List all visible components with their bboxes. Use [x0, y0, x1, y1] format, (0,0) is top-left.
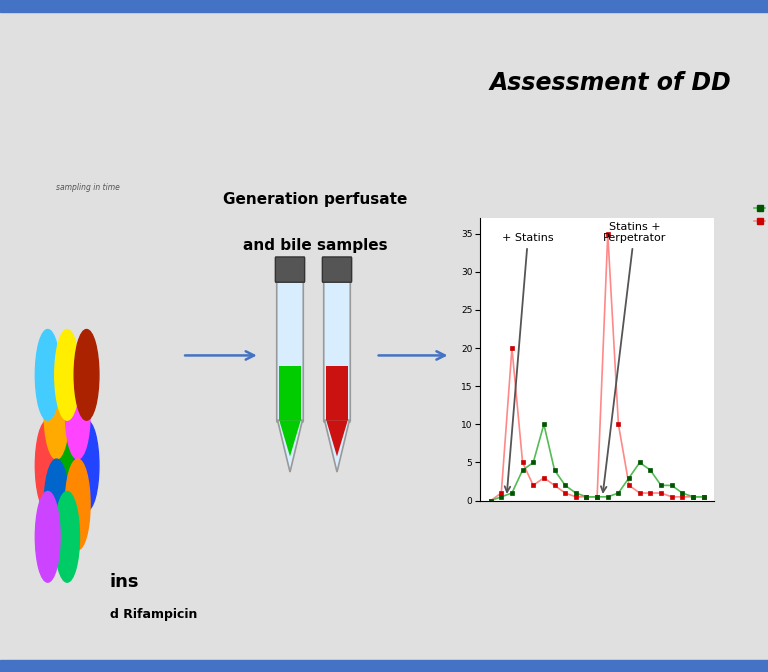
- Polygon shape: [280, 420, 301, 456]
- Circle shape: [55, 491, 80, 582]
- Text: ins: ins: [110, 573, 139, 591]
- Circle shape: [65, 459, 90, 550]
- Circle shape: [45, 368, 69, 459]
- Circle shape: [55, 401, 80, 491]
- Polygon shape: [277, 420, 303, 472]
- FancyBboxPatch shape: [276, 276, 303, 422]
- Legend: Perfusate, Bile: Perfusate, Bile: [750, 200, 768, 230]
- Circle shape: [74, 329, 99, 420]
- Circle shape: [65, 368, 90, 459]
- Text: Generation perfusate: Generation perfusate: [223, 192, 407, 208]
- Circle shape: [55, 329, 80, 420]
- Circle shape: [74, 420, 99, 511]
- Text: Statins +
Perpetrator: Statins + Perpetrator: [601, 222, 666, 492]
- FancyBboxPatch shape: [323, 257, 352, 282]
- Circle shape: [35, 329, 60, 420]
- Circle shape: [35, 491, 60, 582]
- Bar: [0, 0, 768, 12]
- FancyBboxPatch shape: [324, 276, 350, 422]
- Text: + Statins: + Statins: [502, 233, 554, 492]
- Bar: [280, 366, 301, 420]
- FancyBboxPatch shape: [276, 257, 305, 282]
- Circle shape: [35, 420, 60, 511]
- Polygon shape: [325, 420, 349, 472]
- Text: Assessment of DD: Assessment of DD: [490, 71, 731, 95]
- Text: sampling in time: sampling in time: [56, 183, 121, 192]
- Text: and bile samples: and bile samples: [243, 238, 387, 253]
- Circle shape: [45, 459, 69, 550]
- Bar: [0, 660, 768, 672]
- Text: d Rifampicin: d Rifampicin: [110, 608, 197, 621]
- Bar: [326, 366, 348, 420]
- Polygon shape: [326, 420, 348, 456]
